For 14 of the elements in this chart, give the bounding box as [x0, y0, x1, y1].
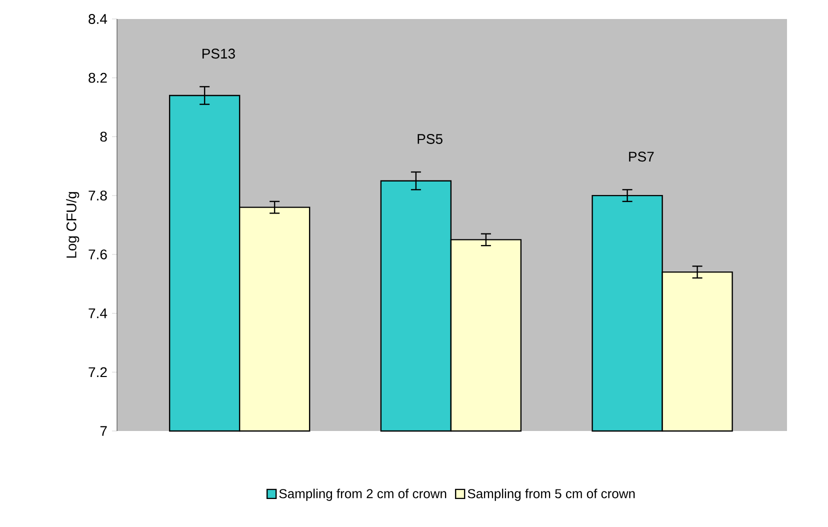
- annotation: PS7: [629, 152, 654, 162]
- y-tick-label: 8.4: [88, 14, 108, 24]
- y-tick-label: 8: [100, 132, 107, 142]
- y-tick-label: 8.2: [88, 72, 107, 83]
- y-tick-label: 7.8: [88, 190, 107, 201]
- y-axis-title: Log CFU/g: [66, 192, 80, 258]
- annotation: PS5: [418, 134, 442, 144]
- y-tick-label: 7.4: [88, 308, 108, 318]
- annotation: PS13: [202, 48, 235, 59]
- y-tick-label: 7.6: [88, 249, 107, 260]
- legend-label: Sampling from 2 cm of crown: [279, 488, 446, 501]
- y-tick-label: 7: [100, 426, 107, 436]
- legend-label: Sampling from 5 cm of crown: [468, 488, 635, 501]
- y-tick-label: 7.2: [88, 367, 107, 378]
